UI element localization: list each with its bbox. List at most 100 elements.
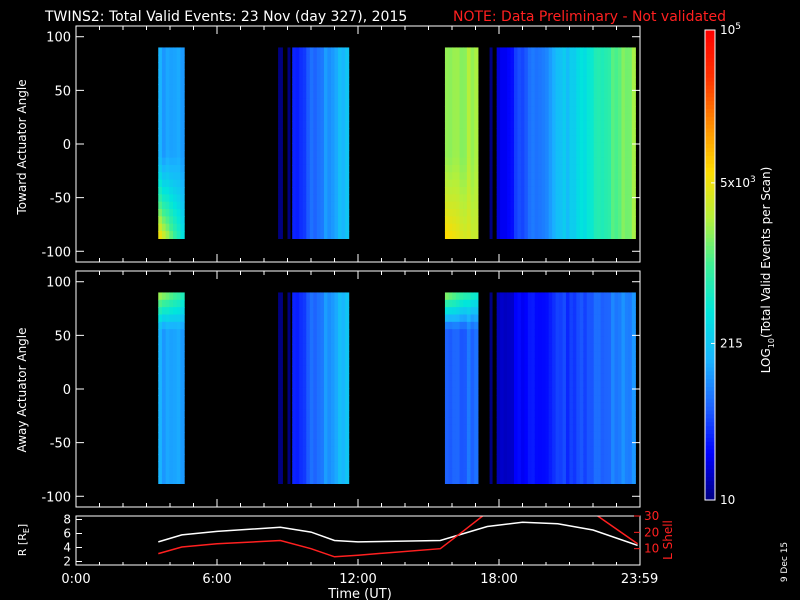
heatmap-cell: [579, 54, 584, 63]
heatmap-cell: [330, 216, 336, 225]
heatmap-cell: [278, 373, 283, 382]
heatmap-cell: [628, 321, 633, 330]
heatmap-cell: [323, 179, 329, 188]
heatmap-cell: [338, 231, 343, 239]
heatmap-cell: [295, 387, 300, 396]
heatmap-cell: [448, 150, 453, 159]
heatmap-cell: [500, 209, 505, 217]
heatmap-cell: [444, 223, 450, 232]
heatmap-cell: [278, 329, 283, 338]
heatmap-cell: [545, 343, 550, 352]
heatmap-cell: [503, 402, 508, 411]
colorbar-swatch: [705, 284, 715, 290]
heatmap-cell: [161, 157, 167, 166]
heatmap-cell: [562, 106, 567, 115]
heatmap-cell: [313, 179, 318, 188]
heatmap-cell: [287, 307, 291, 316]
heatmap-cell: [444, 113, 450, 122]
heatmap-cell: [161, 113, 167, 122]
heatmap-cell: [562, 62, 567, 71]
heatmap-cell: [611, 164, 616, 173]
heatmap-cell: [631, 76, 636, 85]
colorbar-swatch: [705, 327, 715, 333]
heatmap-cell: [287, 194, 291, 203]
heatmap-cell: [572, 292, 577, 301]
heatmap-cell: [538, 409, 543, 418]
heatmap-cell: [496, 395, 501, 404]
heatmap-cell: [517, 106, 522, 115]
heatmap-cell: [579, 142, 584, 151]
heatmap-cell: [510, 164, 515, 173]
heatmap-cell: [173, 395, 178, 404]
heatmap-cell: [520, 395, 525, 404]
heatmap-cell: [459, 380, 464, 389]
heatmap-cell: [169, 47, 174, 56]
heatmap-cell: [597, 150, 602, 159]
heatmap-cell: [624, 142, 629, 151]
heatmap-cell: [334, 69, 339, 78]
heatmap-cell: [330, 172, 336, 181]
heatmap-cell: [330, 209, 336, 217]
heatmap-cell: [607, 343, 612, 352]
heatmap-cell: [470, 142, 475, 151]
heatmap-cell: [320, 343, 325, 352]
heatmap-cell: [459, 343, 464, 352]
heatmap-cell: [548, 351, 553, 360]
heatmap-cell: [500, 409, 505, 418]
heatmap-cell: [489, 424, 493, 433]
heatmap-cell: [624, 417, 629, 426]
heatmap-cell: [562, 358, 567, 367]
heatmap-cell: [338, 365, 343, 374]
heatmap-cell: [628, 454, 633, 462]
heatmap-cell: [583, 424, 588, 433]
heatmap-cell: [624, 113, 629, 122]
heatmap-cell: [559, 231, 564, 239]
heatmap-cell: [306, 209, 311, 217]
heatmap-cell: [534, 343, 539, 352]
heatmap-cell: [302, 454, 307, 462]
heatmap-cell: [287, 98, 291, 107]
heatmap-cell: [306, 186, 311, 195]
heatmap-cell: [531, 216, 536, 225]
heatmap-cell: [624, 307, 629, 316]
heatmap-cell: [302, 351, 307, 360]
heatmap-cell: [562, 417, 567, 426]
heatmap-cell: [295, 299, 300, 308]
heatmap-cell: [569, 446, 574, 455]
heatmap-cell: [496, 157, 501, 166]
heatmap-cell: [617, 439, 623, 448]
heatmap-cell: [548, 336, 553, 345]
heatmap-cell: [569, 365, 574, 374]
heatmap-cell: [579, 76, 584, 85]
heatmap-cell: [496, 314, 501, 323]
heatmap-cell: [624, 47, 629, 56]
heatmap-cell: [555, 135, 560, 144]
heatmap-cell: [466, 387, 472, 396]
heatmap-cell: [593, 336, 598, 345]
heatmap-cell: [448, 47, 453, 56]
heatmap-cell: [527, 454, 532, 462]
heatmap-cell: [538, 461, 543, 470]
heatmap-cell: [569, 62, 574, 71]
heatmap-cell: [459, 292, 464, 301]
heatmap-cell: [621, 194, 626, 203]
heatmap-cell: [607, 476, 612, 484]
heatmap-cell: [559, 299, 564, 308]
heatmap-cell: [463, 454, 468, 462]
heatmap-cell: [597, 194, 602, 203]
heatmap-cell: [590, 343, 595, 352]
heatmap-cell: [158, 446, 163, 455]
heatmap-cell: [287, 476, 291, 484]
heatmap-cell: [538, 365, 543, 374]
heatmap-cell: [161, 120, 167, 129]
heatmap-cell: [345, 336, 350, 345]
heatmap-cell: [548, 113, 553, 122]
heatmap-cell: [309, 431, 314, 440]
heatmap-cell: [444, 329, 450, 338]
colorbar-swatch: [705, 413, 715, 419]
heatmap-cell: [597, 128, 602, 137]
heatmap-cell: [327, 142, 332, 151]
heatmap-cell: [548, 62, 553, 71]
heatmap-cell: [552, 395, 557, 404]
y-tick-label: 0: [63, 383, 71, 398]
